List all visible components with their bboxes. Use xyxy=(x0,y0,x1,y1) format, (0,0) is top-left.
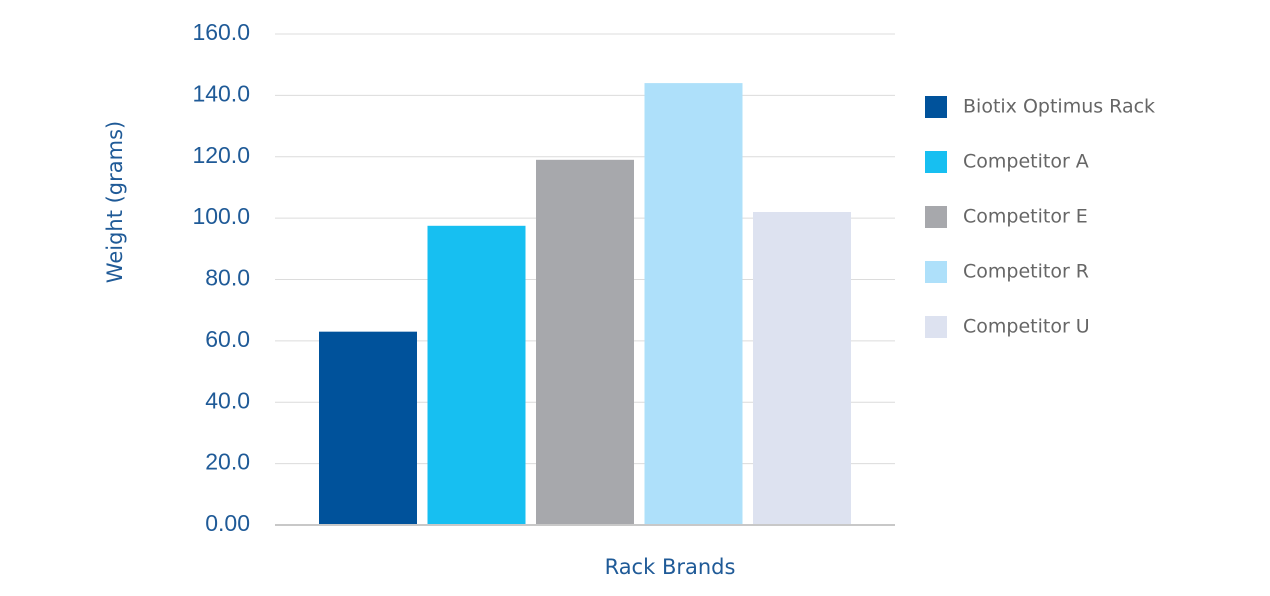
legend-swatch xyxy=(925,206,947,228)
y-tick-label: 100.0 xyxy=(192,203,250,229)
y-tick-label: 60.0 xyxy=(205,326,250,352)
legend-label: Competitor U xyxy=(963,316,1090,338)
y-axis-label: Weight (grams) xyxy=(103,121,127,283)
bar xyxy=(427,225,526,525)
legend-label: Competitor E xyxy=(963,206,1088,228)
y-tick-label: 20.0 xyxy=(205,449,250,475)
bar xyxy=(644,83,743,525)
y-tick-label: 160.0 xyxy=(192,19,250,45)
bar xyxy=(536,159,634,525)
y-tick-label: 140.0 xyxy=(192,80,250,106)
legend-label: Competitor A xyxy=(963,151,1089,173)
y-tick-label: 80.0 xyxy=(205,265,250,291)
y-tick-label: 40.0 xyxy=(205,387,250,413)
bar xyxy=(319,331,417,525)
x-axis-label: Rack Brands xyxy=(605,555,736,579)
legend-swatch xyxy=(925,151,947,173)
legend-swatch xyxy=(925,261,947,283)
legend-label: Biotix Optimus Rack xyxy=(963,96,1155,118)
legend-swatch xyxy=(925,96,947,118)
legend-label: Competitor R xyxy=(963,261,1089,283)
bar xyxy=(753,211,851,526)
legend-swatch xyxy=(925,316,947,338)
y-tick-label: 120.0 xyxy=(192,142,250,168)
y-tick-label: 0.00 xyxy=(205,510,250,536)
